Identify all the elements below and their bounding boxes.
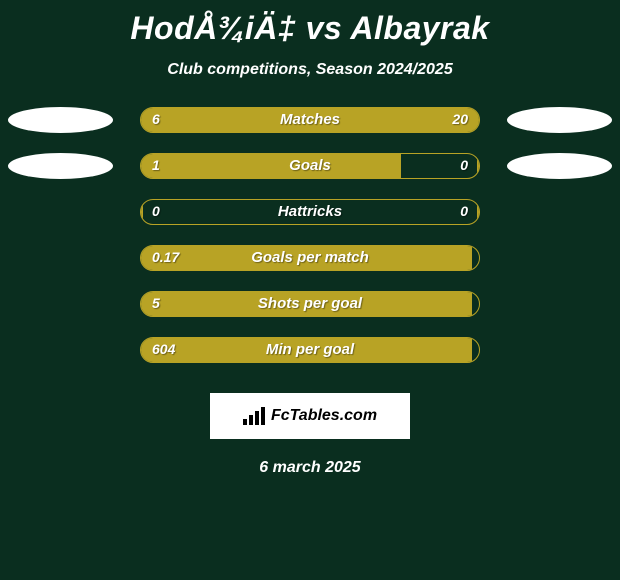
bar-fill-left [141,246,472,270]
stats-rows: 620Matches10Goals00Hattricks0.17Goals pe… [0,107,620,363]
stat-bar [140,107,480,133]
stat-value-left: 0.17 [152,249,179,265]
date-text: 6 march 2025 [0,459,620,477]
bar-fill-right [477,200,479,224]
logo-text: FcTables.com [271,407,377,425]
fctables-logo: FcTables.com [210,393,410,439]
stat-bar [140,337,480,363]
stat-value-left: 6 [152,111,160,127]
stat-row: 0.17Goals per match [70,245,550,271]
stat-bar [140,153,480,179]
stat-value-right: 20 [452,111,468,127]
subtitle: Club competitions, Season 2024/2025 [0,61,620,79]
stat-value-right: 0 [460,157,468,173]
stat-bar [140,291,480,317]
stat-bar [140,245,480,271]
bar-fill-left [141,292,472,316]
bar-fill-left [141,338,472,362]
player-ellipse-left [8,107,113,133]
stat-value-right: 0 [460,203,468,219]
stat-row: 620Matches [70,107,550,133]
player-ellipse-right [507,153,612,179]
stat-value-left: 0 [152,203,160,219]
bars-icon [243,407,265,425]
stat-row: 10Goals [70,153,550,179]
bar-fill-left [141,200,143,224]
stat-value-left: 5 [152,295,160,311]
bar-fill-right [477,154,479,178]
player-ellipse-left [8,153,113,179]
bar-fill-right [219,108,479,132]
player-ellipse-right [507,107,612,133]
stat-row: 00Hattricks [70,199,550,225]
stat-bar [140,199,480,225]
page-title: HodÅ¾iÄ‡ vs Albayrak [0,0,620,47]
stat-value-left: 604 [152,341,175,357]
stat-row: 604Min per goal [70,337,550,363]
stat-value-left: 1 [152,157,160,173]
bar-fill-left [141,154,401,178]
stat-row: 5Shots per goal [70,291,550,317]
